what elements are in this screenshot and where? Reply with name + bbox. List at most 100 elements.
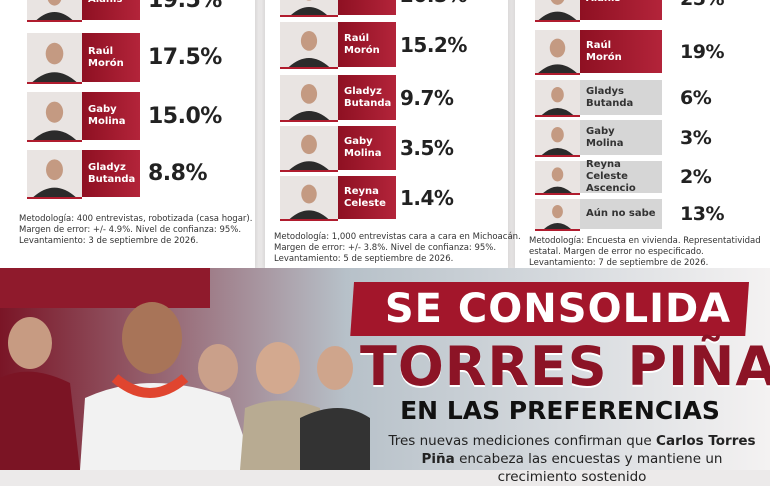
candidate-photo [535,120,580,157]
candidate-name: Molina [344,148,382,159]
methodology: estatal. Margen de error no especificado… [529,247,704,257]
candidate-photo [27,33,82,84]
percentage: 19% [680,40,724,63]
candidate-name: Reyna [344,185,379,197]
percentage: 3.5% [400,136,454,160]
name-box: Aún no sabe [580,199,662,229]
methodology: Margen de error: +/- 3.8%. Nivel de conf… [274,243,497,253]
candidate-name: Gaby [586,125,615,137]
body-after: encabeza las encuestas y mantiene un cre… [454,451,723,485]
candidate-name: Butanda [586,97,634,109]
name-box: Gaby Molina [338,126,396,170]
headline-line2: TORRES PIÑA [360,335,770,398]
silhouette [538,38,577,73]
methodology: Margen de error: +/- 4.9%. Nivel de conf… [19,225,242,235]
candidate-photo [27,92,82,142]
percentage: 13% [680,203,724,225]
percentage: 6% [680,86,712,109]
candidate-name: Gladyz [344,85,382,97]
candidate-name: Raúl [586,39,611,51]
candidate-name: Morón [344,44,380,56]
methodology: Levantamiento: 3 de septiembre de 2026. [19,236,199,246]
candidate-photo [280,22,338,69]
candidate-photo [280,176,338,221]
percentage: 15.2% [400,32,467,57]
candidate-photo [27,150,82,199]
name-box: Alanís [580,0,662,20]
name-box: Gaby Molina [580,120,662,155]
silhouette [33,159,76,197]
percentage: 15.0% [148,103,222,129]
name-box: Alanís [338,0,396,15]
methodology: Levantamiento: 7 de septiembre de 2026. [529,258,709,268]
percentage: 17.5% [148,45,222,70]
name-box: Reyna Celeste [338,176,396,219]
name-box: Gaby Molina [82,92,140,140]
candidate-photo [280,126,338,172]
percentage: 8.8% [148,161,208,186]
silhouette [32,101,77,140]
name-box: Gladys Butanda [580,80,662,115]
candidate-name: Alanís [88,0,140,6]
name-box: Raúl Morón [82,33,140,82]
candidate-name: Celeste [344,197,386,209]
percentage: 2% [680,166,712,188]
percentage: 25% [680,0,724,20]
candidate-name: Reyna Celeste [586,159,628,182]
silhouette [543,167,572,193]
candidate-name: Morón [586,51,622,63]
name-box: Raúl Morón [580,30,662,73]
candidate-name: Butanda [344,97,392,109]
silhouette [541,87,574,115]
candidate-name: Gladyz [88,161,126,173]
name-box: Raúl Morón [338,22,396,67]
headline-line3: EN LAS PREFERENCIAS [400,396,720,425]
silhouette [32,42,77,82]
silhouette [541,127,574,155]
body-before: Tres nuevas mediciones confirman que [388,433,657,449]
candidate-name: Molina [88,116,126,127]
percentage: 9.7% [400,85,454,110]
candidate-name: Gladys [586,85,625,97]
candidate-photo [535,0,580,22]
silhouette [36,0,73,20]
candidate-name: Morón [88,57,124,69]
body-name: Carlos Torres Piña [421,433,756,467]
methodology: Metodología: Encuesta en vivienda. Repre… [529,236,761,246]
silhouette [289,184,329,219]
methodology: Metodología: 400 entrevistas, robotizada… [19,214,253,224]
candidate-name: Molina [586,137,624,149]
percentage: 3% [680,126,712,149]
candidate-name: Gaby [88,104,117,115]
candidate-name: Ascencio [586,183,636,194]
name-box: Gladyz Butanda [82,150,140,197]
percentage: 1.4% [400,185,454,210]
name-box: Alanís [82,0,140,20]
candidate-name: Raúl [88,45,113,57]
candidate-photo [27,0,82,22]
candidate-name: Gaby [344,136,373,147]
headline-line1: SE CONSOLIDA [384,286,732,332]
candidate-photo [535,199,580,231]
candidate-name: Alanís [586,0,662,5]
silhouette [288,31,330,67]
candidate-photo [280,75,338,122]
silhouette [544,205,571,229]
percentage: 19.5% [148,0,222,13]
candidate-name: Aún no sabe [586,208,656,219]
candidate-photo [535,80,580,117]
candidate-photo [535,161,580,195]
silhouette [538,0,577,20]
methodology: Levantamiento: 5 de septiembre de 2026. [274,254,454,264]
body-text: Tres nuevas mediciones confirman que Car… [382,432,762,486]
candidate-photo [280,0,338,17]
silhouette [291,0,327,15]
candidate-photo [535,30,580,75]
photo-scene [0,268,770,470]
methodology: Metodología: 1,000 entrevistas cara a ca… [274,232,521,242]
name-box: Gladyz Butanda [338,75,396,120]
silhouette [288,84,330,120]
candidate-name: Butanda [88,173,136,185]
candidate-name: Alanís [344,0,396,1]
